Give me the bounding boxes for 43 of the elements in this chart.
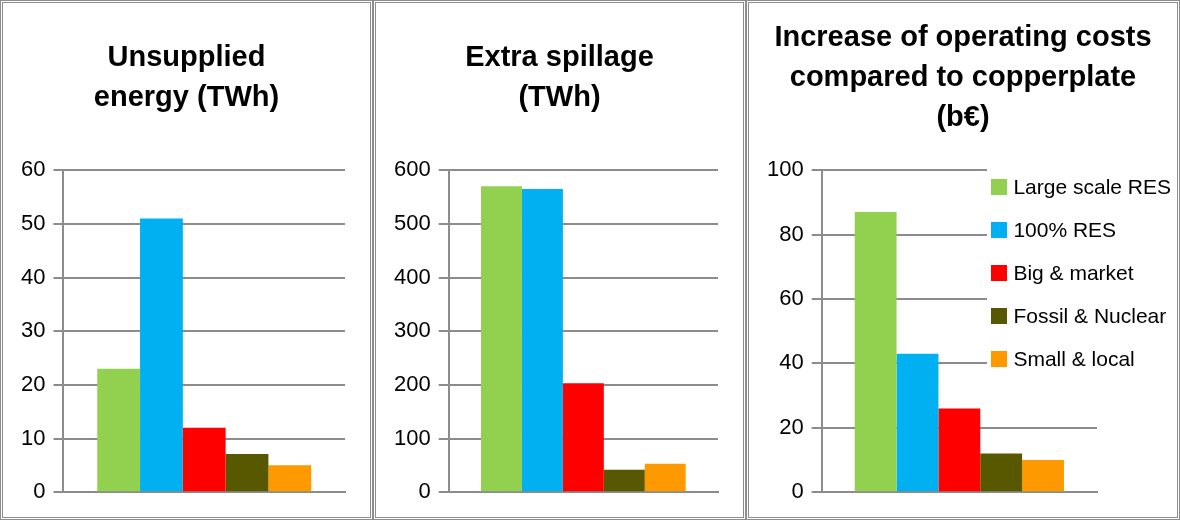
y-tick-label: 50 <box>20 209 46 235</box>
bar <box>481 186 522 492</box>
chart-title: Increase of operating costs compared to copperplate (b€) <box>773 19 1153 134</box>
chart-title: Extra spillage (TWh) <box>464 39 655 114</box>
y-tick-label: 600 <box>393 156 431 182</box>
bar <box>1022 460 1064 492</box>
bar <box>980 453 1023 492</box>
y-tick-label: 10 <box>20 424 46 450</box>
y-tick-label: 100 <box>766 156 804 182</box>
y-tick-label: 0 <box>418 478 431 504</box>
bar <box>182 427 226 492</box>
legend-label: Big & market <box>1013 260 1134 285</box>
bar <box>521 188 563 492</box>
y-tick-label: 500 <box>393 209 431 235</box>
y-tick-label: 20 <box>779 413 804 439</box>
chart-title: Unsupplied energy (TWh) <box>92 39 281 114</box>
bar <box>644 463 686 492</box>
y-tick-label: 40 <box>779 349 804 375</box>
legend-label: Small & local <box>1013 346 1135 371</box>
bar <box>140 218 183 492</box>
bar <box>97 368 141 492</box>
y-tick-label: 0 <box>33 478 46 504</box>
y-tick-label: 200 <box>393 370 431 396</box>
y-tick-label: 60 <box>20 156 46 182</box>
bar <box>268 465 312 492</box>
y-tick-label: 100 <box>393 424 431 450</box>
bar <box>562 383 604 492</box>
legend-label: 100% RES <box>1013 217 1117 242</box>
legend-label: Large scale RES <box>1013 174 1171 199</box>
y-tick-label: 30 <box>20 317 46 343</box>
bar <box>225 454 269 492</box>
bar <box>896 353 939 492</box>
bar <box>938 408 981 492</box>
y-tick-label: 0 <box>791 478 804 504</box>
y-tick-label: 80 <box>779 220 804 246</box>
legend-label: Fossil & Nuclear <box>1013 303 1167 328</box>
y-tick-label: 60 <box>779 285 804 311</box>
y-tick-label: 40 <box>20 263 46 289</box>
y-tick-label: 300 <box>393 317 431 343</box>
bar <box>854 212 897 492</box>
bar <box>603 469 645 492</box>
y-tick-label: 20 <box>20 370 46 396</box>
y-tick-label: 400 <box>393 263 431 289</box>
